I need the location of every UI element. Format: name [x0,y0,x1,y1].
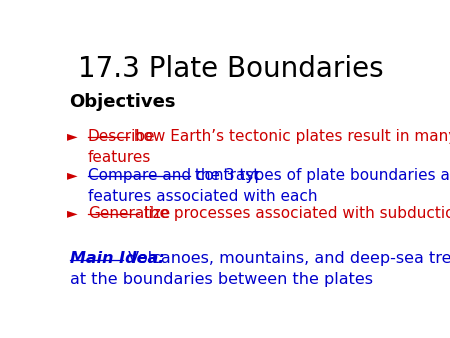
Text: the processes associated with subduction zones: the processes associated with subduction… [139,206,450,221]
Text: features associated with each: features associated with each [88,189,317,204]
Text: Main Idea:: Main Idea: [69,251,164,266]
Text: how Earth’s tectonic plates result in many geologic: how Earth’s tectonic plates result in ma… [129,129,450,144]
Text: ►: ► [68,206,78,220]
Text: the 3 types of plate boundaries and the: the 3 types of plate boundaries and the [190,168,450,183]
Text: ►: ► [68,129,78,143]
Text: Volcanoes, mountains, and deep-sea trenches form: Volcanoes, mountains, and deep-sea trenc… [123,251,450,266]
Text: Generalize: Generalize [88,206,170,221]
Text: at the boundaries between the plates: at the boundaries between the plates [69,272,373,287]
Text: Compare and contrast: Compare and contrast [88,168,259,183]
Text: features: features [88,150,151,165]
Text: Objectives: Objectives [69,93,176,111]
Text: ►: ► [68,168,78,182]
Text: Describe: Describe [88,129,155,144]
Text: 17.3 Plate Boundaries: 17.3 Plate Boundaries [78,55,383,83]
